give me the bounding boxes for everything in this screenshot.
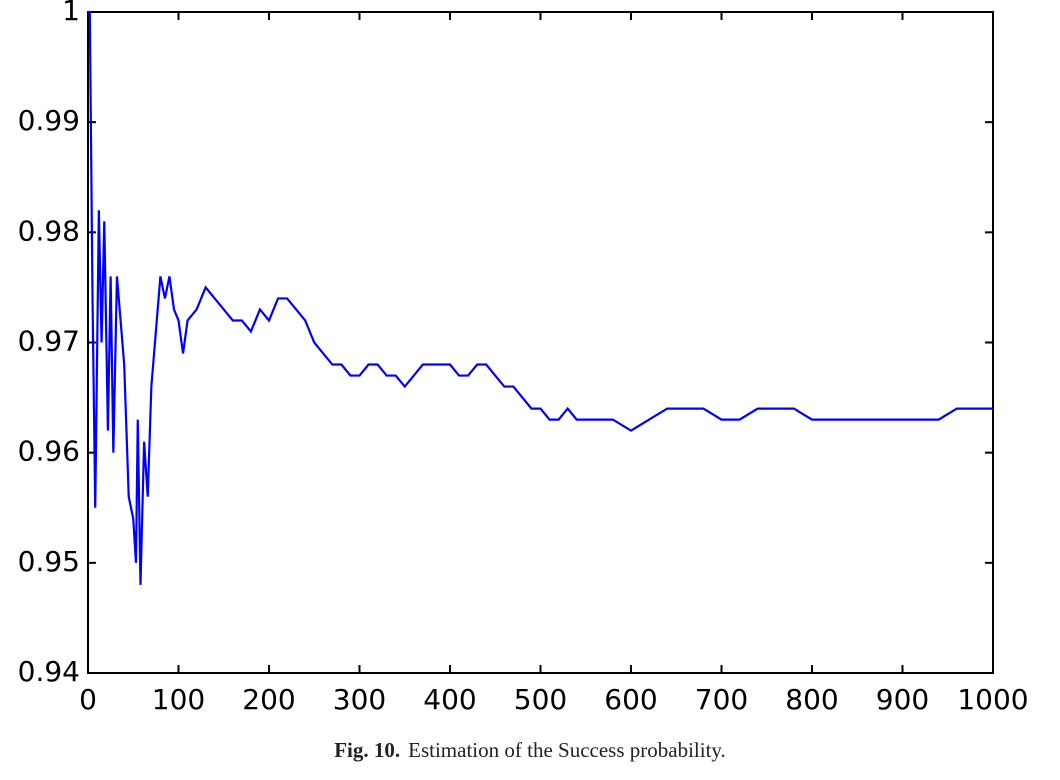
caption: Fig. 10. Estimation of the Success probab… [334, 738, 726, 762]
y-tick-label: 0.98 [18, 214, 80, 247]
y-tick-label: 1 [62, 0, 80, 27]
y-tick-label: 0.97 [18, 325, 80, 358]
caption-text: Estimation of the Success probability. [408, 738, 726, 762]
x-tick-label: 1000 [957, 683, 1028, 716]
x-tick-label: 400 [423, 683, 476, 716]
caption-label: Fig. 10. [334, 738, 400, 762]
x-tick-label: 500 [514, 683, 567, 716]
x-tick-label: 900 [876, 683, 929, 716]
y-tick-label: 0.94 [18, 655, 80, 688]
data-line [88, 10, 993, 585]
x-tick-label: 100 [152, 683, 205, 716]
x-tick-label: 0 [79, 683, 97, 716]
plot-frame [87, 11, 994, 674]
y-tick-label: 0.99 [18, 104, 80, 137]
x-tick-label: 200 [242, 683, 295, 716]
x-tick-label: 700 [695, 683, 748, 716]
y-tick-label: 0.95 [18, 545, 80, 578]
y-tick-label: 0.96 [18, 435, 80, 468]
x-tick-label: 600 [604, 683, 657, 716]
x-tick-label: 300 [333, 683, 386, 716]
x-tick-label: 800 [785, 683, 838, 716]
